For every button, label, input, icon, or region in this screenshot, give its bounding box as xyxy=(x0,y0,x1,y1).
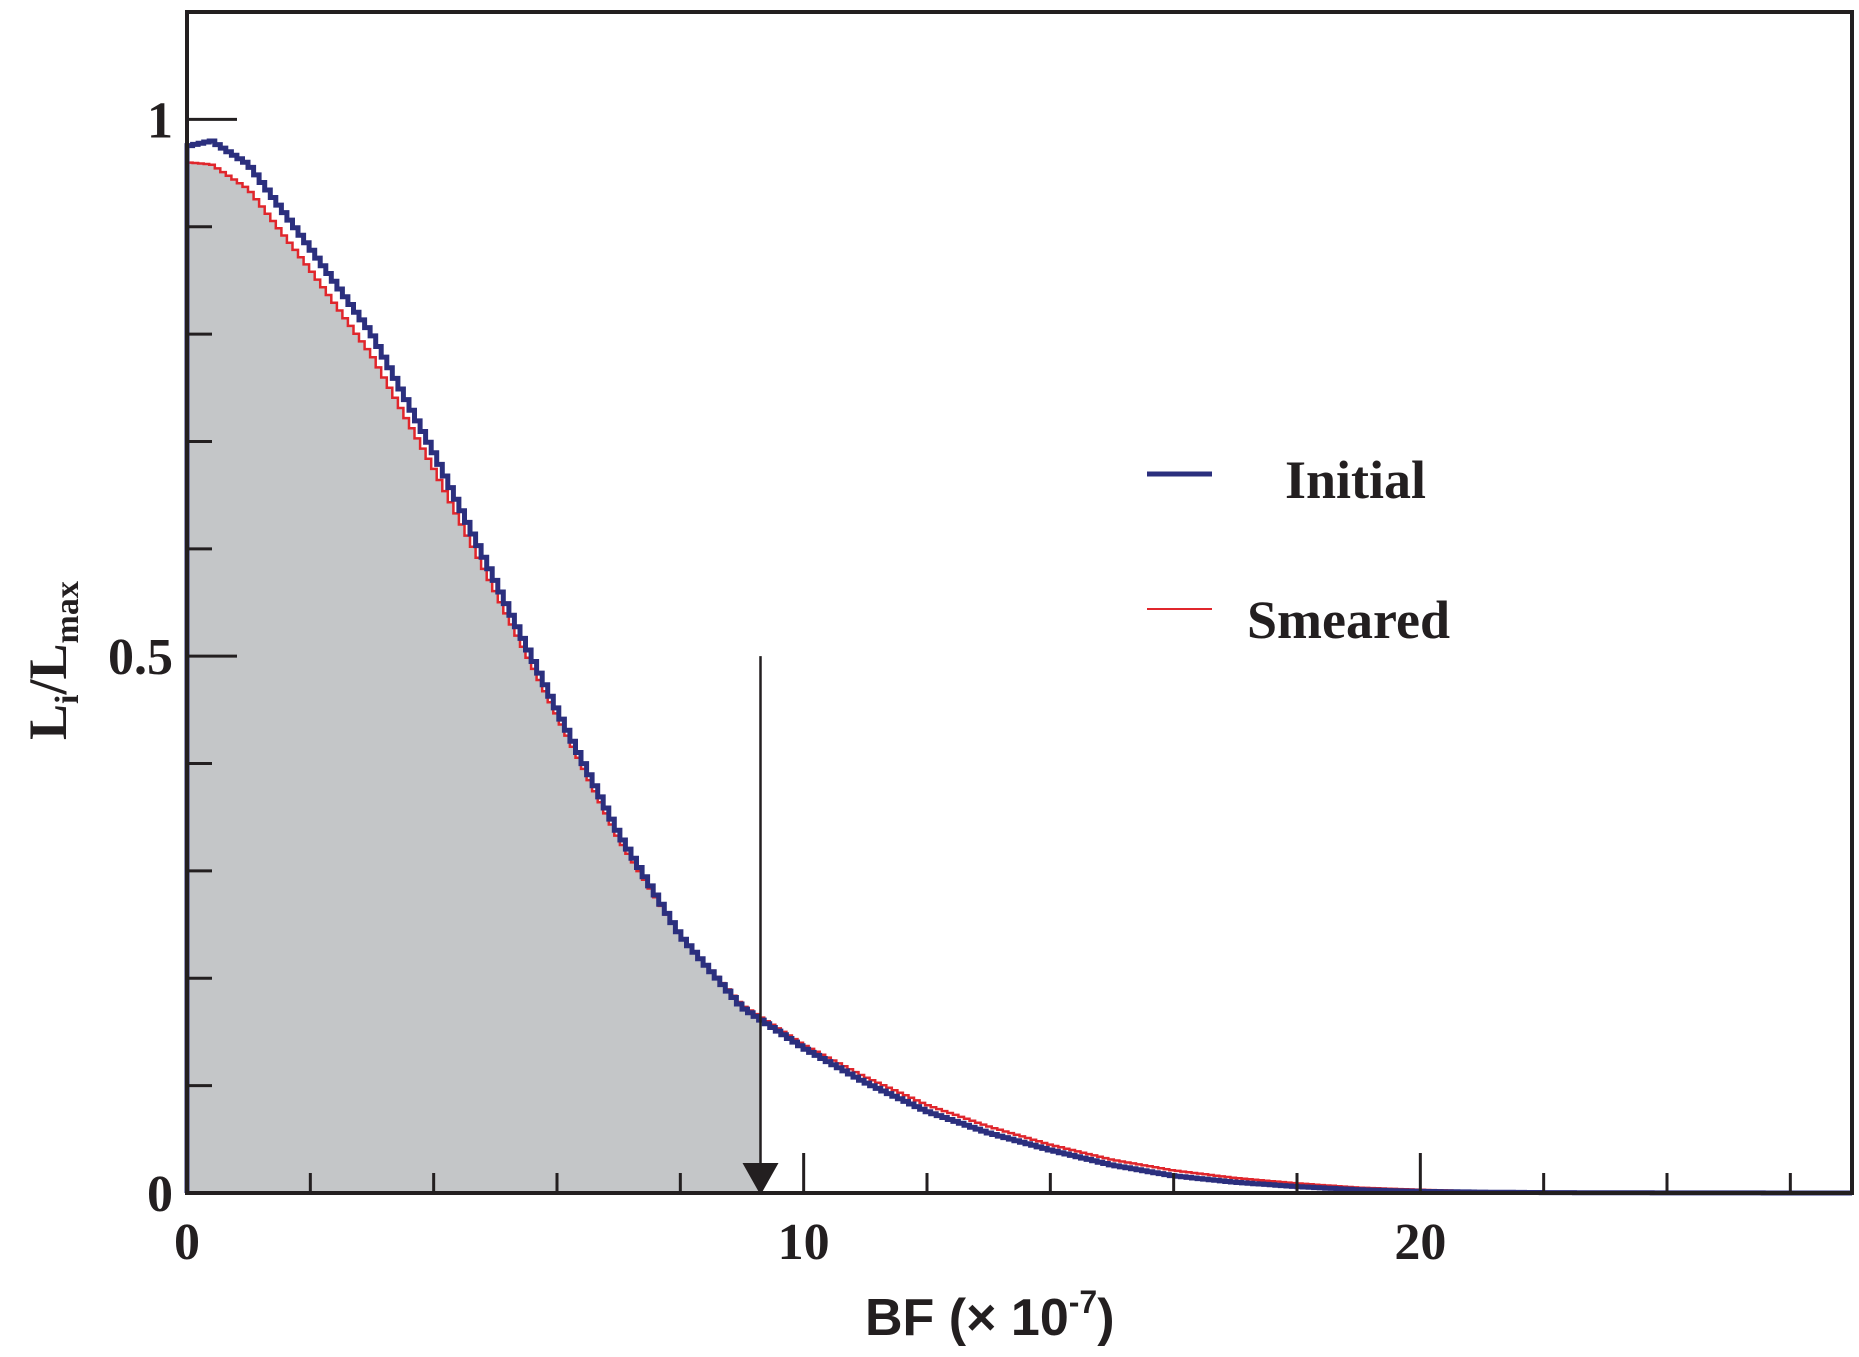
x-axis-title-exponent: -7 xyxy=(1069,1284,1097,1320)
y-axis-title-sub-i: i xyxy=(49,695,86,704)
x-tick-label: 0 xyxy=(174,1214,200,1271)
x-tick-label: 10 xyxy=(778,1214,830,1271)
plot-frame xyxy=(185,10,1854,1195)
x-axis-title-close: ) xyxy=(1097,1289,1114,1347)
x-axis-title-main: BF (× 10 xyxy=(865,1289,1069,1347)
tick-labels-layer: 0 10 20 0 0.5 1 xyxy=(108,92,1446,1271)
y-tick-label: 0 xyxy=(147,1166,173,1223)
y-axis-title-sep: /L xyxy=(18,643,78,695)
shaded-area xyxy=(187,162,761,1194)
y-axis-title: Li/Lmax xyxy=(18,581,86,740)
y-axis-title-sub-max: max xyxy=(49,581,86,643)
x-tick-label: 20 xyxy=(1394,1214,1446,1271)
shaded-area-layer xyxy=(187,162,761,1194)
y-tick-label: 0.5 xyxy=(108,629,173,686)
legend-label-initial: Initial xyxy=(1285,450,1426,510)
y-axis-title-main: L xyxy=(18,704,78,740)
legend: Initial Smeared xyxy=(1147,450,1450,650)
x-axis-title: BF (× 10-7) xyxy=(865,1284,1115,1347)
upper-limit-arrow-head xyxy=(742,1163,779,1195)
y-tick-label: 1 xyxy=(147,92,173,149)
upper-limit-arrow-layer xyxy=(742,656,779,1195)
ticks-layer xyxy=(185,117,1792,1195)
legend-label-smeared: Smeared xyxy=(1247,590,1450,650)
